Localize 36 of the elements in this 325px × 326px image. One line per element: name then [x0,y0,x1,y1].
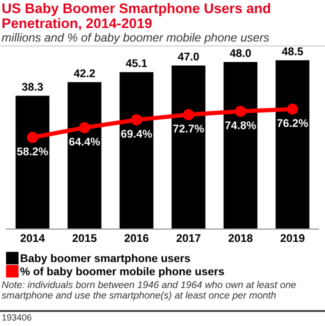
point [130,114,142,126]
x-tick-label: 2017 [176,234,200,242]
data-label: 48.5 [282,47,304,56]
text: 193406 [2,314,32,321]
x-tick-label: 2016 [124,234,148,242]
chart-subtitle: millions and % of baby boomer mobile phone users [2,33,270,44]
data-label: 74.8% [225,121,256,130]
data-label: 47.0 [178,52,199,61]
chart-title: US Baby Boomer Smartphone Users and Penetration, 2014-2019 [2,3,270,30]
legend-label: % of baby boomer mobile phone users [20,267,224,278]
data-label: 42.2 [74,69,95,78]
data-label: 76.2% [277,119,308,128]
data-label: 64.4% [69,138,100,146]
point [286,104,298,115]
data-label: 69.4% [121,130,152,138]
text: Note: individuals born between 1946 and 1964 who own at least one smartphone and use the smartphone(s) at least once per month [2,281,296,301]
data-label: 48.0 [230,49,251,58]
x-tick-label: 2014 [20,234,45,242]
legend-label: Baby boomer smartphone users [20,254,190,264]
data-label: 58.2% [17,147,48,156]
bar [224,62,258,230]
x-tick-label: 2015 [72,234,97,242]
x-tick-label: 2019 [280,234,304,242]
bar [172,65,206,230]
bar [68,82,102,230]
data-label: 38.3 [22,82,43,91]
point [26,132,38,144]
point [78,122,90,134]
bar [276,60,310,230]
x-tick-label: 2018 [228,234,253,242]
data-label: 45.1 [126,59,148,68]
bar [120,72,154,230]
data-label: 72.7% [173,124,204,132]
bar [16,96,50,230]
point [234,106,246,117]
point [182,109,194,120]
